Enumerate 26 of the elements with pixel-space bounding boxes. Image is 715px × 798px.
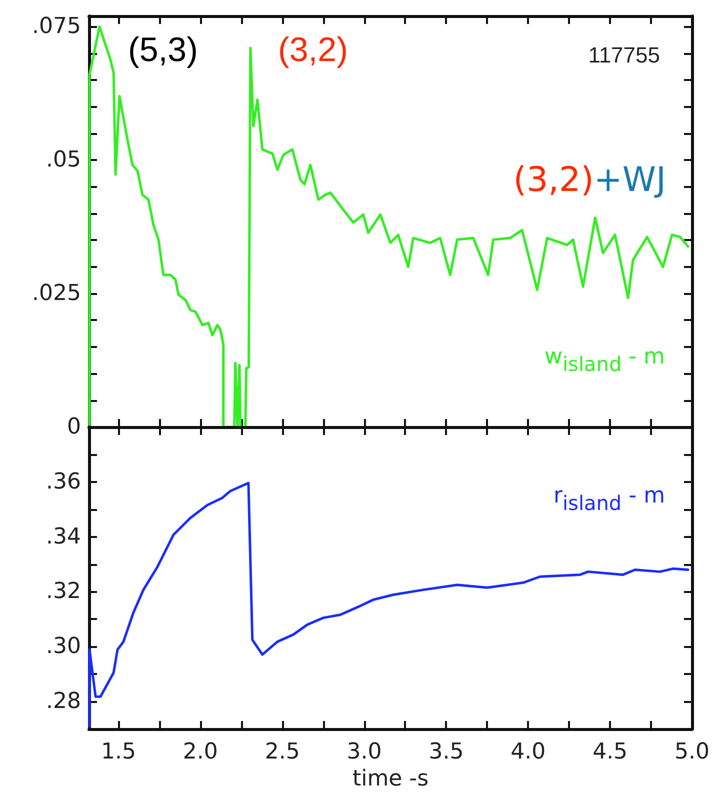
y-tick-label: .28 (46, 689, 81, 714)
annotation: (5,3) (128, 31, 198, 69)
annotation: (3,2)+WJ (513, 160, 666, 200)
x-axis-title: time -s (352, 766, 429, 792)
y-tick-label: .075 (32, 14, 81, 40)
y-tick-label: .36 (46, 469, 81, 494)
x-tick-label: 4.0 (510, 740, 546, 764)
y-tick-label: .30 (46, 634, 81, 660)
y-tick-label: .34 (46, 524, 81, 550)
text: risland - m (553, 484, 666, 515)
line-series (88, 482, 690, 728)
x-tick-label: 3.5 (428, 740, 464, 764)
annotation: (3,2) (278, 31, 348, 69)
x-tick-label: 2.5 (264, 740, 300, 764)
y-tick-label: .32 (46, 579, 81, 604)
x-tick-label: 4.5 (592, 740, 628, 764)
line-series (88, 25, 690, 428)
text: wisland - m (544, 344, 666, 376)
y-tick-label: .025 (32, 281, 81, 306)
y-tick-label: 0 (67, 414, 81, 440)
x-tick-label: 5.0 (674, 740, 710, 764)
y-tick-label: .05 (46, 148, 81, 173)
x-tick-label: 1.5 (100, 740, 136, 764)
annotation: 117755 (588, 42, 660, 68)
x-tick-label: 2.0 (182, 740, 218, 764)
x-tick-label: 3.0 (346, 740, 382, 764)
